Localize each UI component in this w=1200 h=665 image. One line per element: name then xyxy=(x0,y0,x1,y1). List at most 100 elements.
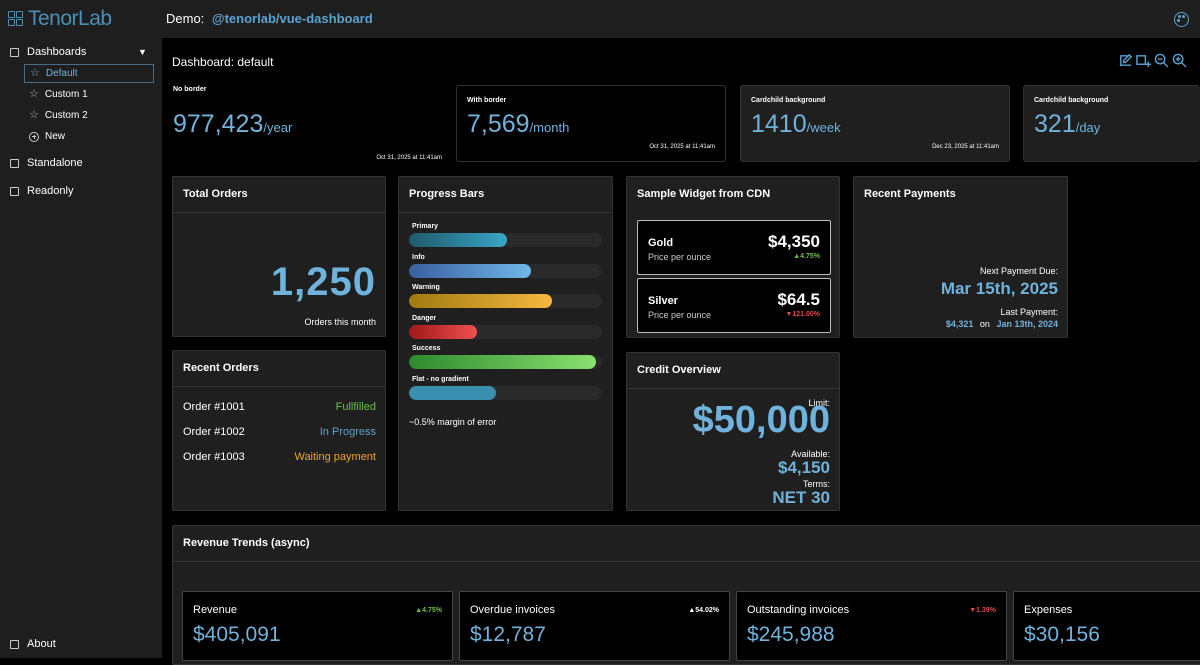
progress-fill xyxy=(409,263,531,278)
demo-link[interactable]: @tenorlab/vue-dashboard xyxy=(211,11,373,26)
card-title: Total Orders xyxy=(183,188,248,200)
metal-sub: Price per ounce xyxy=(648,310,712,320)
divider xyxy=(173,386,385,387)
order-row[interactable]: Order #1001 Fullfilled xyxy=(183,401,376,415)
stat-number: 1410 xyxy=(751,110,807,138)
stat-value: 321/day xyxy=(1034,110,1100,139)
divider xyxy=(173,561,1200,562)
sidebar-item-custom-1[interactable]: ☆ Custom 1 xyxy=(24,85,154,104)
sidebar-item-custom-2[interactable]: ☆ Custom 2 xyxy=(24,106,154,125)
add-widget-icon[interactable] xyxy=(1136,53,1151,68)
revenue-label: Revenue xyxy=(193,604,238,616)
progress-fill xyxy=(409,294,552,308)
stat-label: With border xyxy=(467,97,507,104)
stat-label: Cardchild background xyxy=(751,97,826,104)
progress-fill xyxy=(409,385,496,400)
total-orders-caption: Orders this month xyxy=(304,317,376,327)
progress-track xyxy=(409,263,602,278)
available-label: Available: xyxy=(791,449,830,459)
revenue-change: ▲4.75% xyxy=(415,607,442,614)
progress-note: ~0.5% margin of error xyxy=(409,417,497,427)
stat-value: 1410/week xyxy=(751,110,841,139)
progress-label: Primary xyxy=(412,223,439,230)
divider xyxy=(399,212,612,213)
grid-icon xyxy=(10,47,19,57)
progress-bars-card: Progress Bars Primary Info Warning Danger Su… xyxy=(398,176,613,511)
credit-overview-card: Credit Overview Limit: $50,000 Available… xyxy=(626,352,840,511)
last-payment-label: Last Payment: xyxy=(1000,307,1058,317)
page-title: Dashboard: default xyxy=(172,55,274,69)
card-title: Credit Overview xyxy=(637,364,721,376)
chevron-down-icon[interactable]: ▼ xyxy=(138,47,147,57)
stat-value: 7,569/month xyxy=(467,110,569,139)
star-icon: ☆ xyxy=(30,67,40,79)
plus-circle-icon xyxy=(29,131,39,142)
last-payment-on: on xyxy=(979,319,990,329)
sidebar-item-dashboards[interactable]: Dashboards xyxy=(10,42,86,62)
sidebar-item-about[interactable]: About xyxy=(10,634,56,654)
grid-icon xyxy=(10,158,19,168)
metal-change: ▲4.75% xyxy=(793,253,820,260)
total-orders-value: 1,250 xyxy=(270,260,376,304)
stat-label: No border xyxy=(173,86,207,93)
terms-value: NET 30 xyxy=(772,488,830,507)
gold-price-tile: Gold Price per ounce $4,350 ▲4.75% xyxy=(637,220,831,275)
expenses-tile: Expenses $30,156 xyxy=(1013,591,1200,661)
sidebar-item-label: Standalone xyxy=(27,157,83,169)
palette-icon[interactable] xyxy=(1174,12,1189,27)
progress-label: Warning xyxy=(412,284,440,291)
revenue-label: Overdue invoices xyxy=(470,604,555,616)
edit-icon[interactable] xyxy=(1118,53,1133,68)
logo-text: TenorLab xyxy=(28,7,112,30)
last-payment-line: $4,321 on Jan 13th, 2024 xyxy=(946,319,1058,329)
sidebar-item-new[interactable]: New xyxy=(24,127,154,146)
order-row[interactable]: Order #1002 In Progress xyxy=(183,426,376,440)
next-payment-label: Next Payment Due: xyxy=(979,266,1058,276)
top-bar: TenorLab Demo: @tenorlab/vue-dashboard xyxy=(0,0,1200,38)
square-icon xyxy=(10,186,19,196)
sidebar-item-label: Default xyxy=(45,68,78,79)
card-title: Sample Widget from CDN xyxy=(637,188,771,200)
revenue-value: $30,156 xyxy=(1024,623,1100,646)
divider xyxy=(627,388,839,389)
order-status: Waiting payment xyxy=(294,451,376,463)
star-icon: ☆ xyxy=(29,88,39,100)
limit-value: $50,000 xyxy=(692,399,830,441)
recent-payments-card: Recent Payments Next Payment Due: Mar 15… xyxy=(853,176,1068,338)
stat-card-no-border: No border 977,423/year Oct 31, 2025 at 1… xyxy=(163,85,451,162)
progress-track xyxy=(409,385,602,400)
progress-track xyxy=(409,233,602,247)
progress-label: Info xyxy=(412,253,425,261)
last-payment-date: Jan 13th, 2024 xyxy=(996,319,1058,329)
stat-date: Dec 23, 2025 at 11:41am xyxy=(932,144,999,150)
sidebar-item-readonly[interactable]: Readonly xyxy=(10,181,73,201)
logo-icon xyxy=(8,11,24,27)
stat-unit: /year xyxy=(263,120,293,135)
cdn-widget-card: Sample Widget from CDN Gold Price per ou… xyxy=(626,176,840,338)
sidebar-item-default[interactable]: ☆ Default xyxy=(24,64,154,83)
stat-unit: /month xyxy=(529,120,570,135)
progress-label: Danger xyxy=(412,314,437,322)
sidebar-item-label: Custom 1 xyxy=(44,89,88,100)
divider xyxy=(173,212,385,213)
card-title: Recent Payments xyxy=(864,188,956,200)
zoom-in-icon[interactable] xyxy=(1172,53,1187,68)
revenue-value: $12,787 xyxy=(470,623,546,646)
sidebar-item-label: About xyxy=(27,638,56,650)
zoom-out-icon[interactable] xyxy=(1154,53,1169,68)
terms-label: Terms: xyxy=(803,479,830,489)
logo[interactable]: TenorLab xyxy=(8,7,112,31)
sidebar: Dashboards ▼ ☆ Default ☆ Custom 1 ☆ Cust… xyxy=(0,38,162,658)
sidebar-item-standalone[interactable]: Standalone xyxy=(10,153,83,173)
stat-label: Cardchild background xyxy=(1034,97,1109,104)
stat-card-with-border: With border 7,569/month Oct 31, 2025 at … xyxy=(456,85,726,162)
star-icon: ☆ xyxy=(29,109,39,121)
order-row[interactable]: Order #1003 Waiting payment xyxy=(183,451,376,465)
available-value: $4,150 xyxy=(778,458,830,477)
total-orders-card: Total Orders 1,250 Orders this month xyxy=(172,176,386,337)
stat-unit: /day xyxy=(1075,120,1101,135)
order-id: Order #1001 xyxy=(183,401,245,413)
demo-info: Demo: @tenorlab/vue-dashboard xyxy=(166,11,373,26)
next-payment-date: Mar 15th, 2025 xyxy=(940,279,1058,298)
stat-card-cardchild-day: Cardchild background 321/day xyxy=(1023,85,1200,162)
